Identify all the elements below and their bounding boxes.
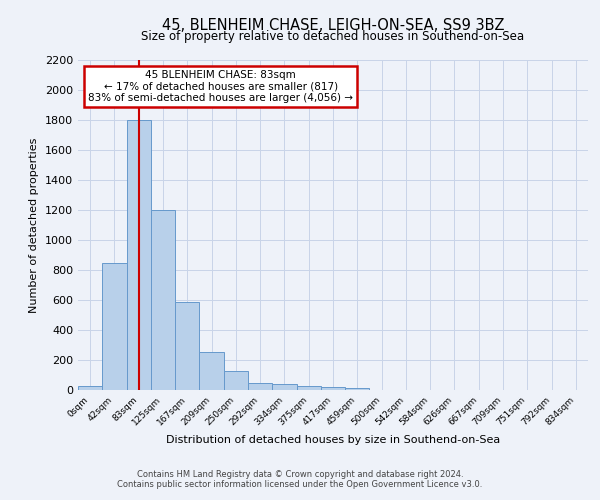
X-axis label: Distribution of detached houses by size in Southend-on-Sea: Distribution of detached houses by size … bbox=[166, 436, 500, 446]
Bar bbox=[272, 384, 296, 390]
Bar bbox=[248, 383, 272, 390]
Y-axis label: Number of detached properties: Number of detached properties bbox=[29, 138, 40, 312]
Bar bbox=[296, 386, 321, 390]
Text: 45, BLENHEIM CHASE, LEIGH-ON-SEA, SS9 3BZ: 45, BLENHEIM CHASE, LEIGH-ON-SEA, SS9 3B… bbox=[162, 18, 504, 32]
Bar bbox=[151, 210, 175, 390]
Bar bbox=[345, 388, 370, 390]
Bar bbox=[127, 120, 151, 390]
Text: Size of property relative to detached houses in Southend-on-Sea: Size of property relative to detached ho… bbox=[142, 30, 524, 43]
Text: 45 BLENHEIM CHASE: 83sqm
← 17% of detached houses are smaller (817)
83% of semi-: 45 BLENHEIM CHASE: 83sqm ← 17% of detach… bbox=[88, 70, 353, 103]
Text: Contains public sector information licensed under the Open Government Licence v3: Contains public sector information licen… bbox=[118, 480, 482, 489]
Bar bbox=[321, 388, 345, 390]
Bar bbox=[224, 370, 248, 390]
Bar bbox=[102, 262, 127, 390]
Bar bbox=[78, 386, 102, 390]
Text: Contains HM Land Registry data © Crown copyright and database right 2024.: Contains HM Land Registry data © Crown c… bbox=[137, 470, 463, 479]
Bar bbox=[199, 352, 224, 390]
Bar bbox=[175, 302, 199, 390]
